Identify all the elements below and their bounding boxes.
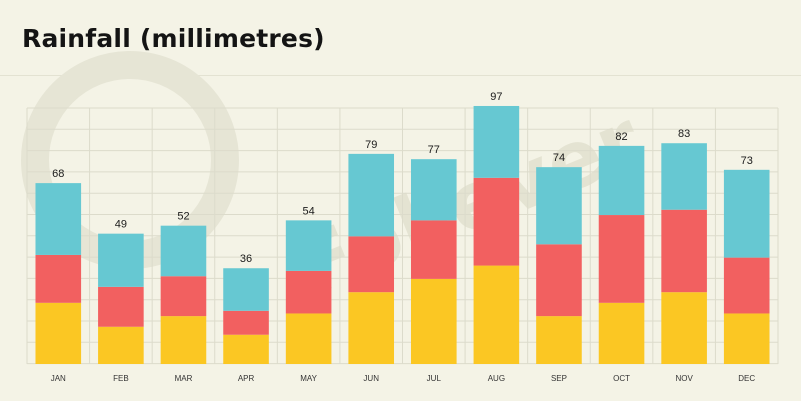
x-tick-nov: NOV <box>675 374 693 383</box>
bar-segment-dec-2 <box>723 257 770 314</box>
bar-segment-aug-2 <box>473 177 520 266</box>
bar-segment-sep-3 <box>536 167 582 245</box>
x-tick-feb: FEB <box>113 374 129 383</box>
bar-segment-jan-1 <box>35 302 82 364</box>
bar-segment-sep-2 <box>536 244 582 317</box>
bar-segment-oct-2 <box>598 215 645 303</box>
value-label-mar: 52 <box>177 211 189 223</box>
bar-segment-mar-1 <box>160 316 207 364</box>
bar-segment-apr-1 <box>223 334 269 364</box>
x-tick-jan: JAN <box>51 374 66 383</box>
bar-segment-oct-3 <box>598 145 645 216</box>
bar-segment-jun-2 <box>348 236 395 293</box>
bar-segment-may-2 <box>285 270 332 314</box>
x-tick-aug: AUG <box>488 374 505 383</box>
x-tick-sep: SEP <box>551 374 567 383</box>
bar-segment-jul-1 <box>410 278 457 364</box>
bar-segment-aug-1 <box>473 265 520 364</box>
bar-segment-oct-1 <box>598 302 645 364</box>
bar-segment-jun-3 <box>348 153 395 237</box>
bar-segment-apr-2 <box>223 310 269 335</box>
value-label-oct: 82 <box>615 131 627 143</box>
value-label-dec: 73 <box>741 155 753 167</box>
bar-segment-feb-1 <box>98 326 144 364</box>
bar-segment-jan-2 <box>35 254 82 303</box>
grid <box>26 107 779 365</box>
bar-segment-apr-3 <box>223 268 269 311</box>
value-label-aug: 97 <box>490 91 502 103</box>
value-label-apr: 36 <box>240 253 252 265</box>
bar-segment-feb-3 <box>98 233 144 287</box>
bar-segment-dec-1 <box>723 313 770 364</box>
bar-segment-feb-2 <box>98 286 144 327</box>
bar-segment-sep-1 <box>536 316 582 364</box>
value-label-nov: 83 <box>678 128 690 140</box>
value-label-jul: 77 <box>428 144 440 156</box>
value-label-sep: 74 <box>553 152 565 164</box>
bar-segment-jul-2 <box>410 220 457 279</box>
value-label-jun: 79 <box>365 139 377 151</box>
bar-segment-nov-1 <box>661 292 707 364</box>
x-tick-jun: JUN <box>363 374 379 383</box>
bar-segment-may-3 <box>285 220 332 271</box>
bar-segment-may-1 <box>285 313 332 364</box>
x-tick-apr: APR <box>238 374 255 383</box>
bar-segment-mar-2 <box>160 276 207 317</box>
bars <box>35 105 770 364</box>
title-divider <box>0 75 801 76</box>
value-label-may: 54 <box>303 205 315 217</box>
x-tick-dec: DEC <box>738 374 755 383</box>
value-labels: 68 49 52 36 54 79 77 97 74 82 83 73 <box>52 91 753 265</box>
chart-title: Rainfall (millimetres) <box>22 24 325 53</box>
bar-segment-dec-3 <box>723 169 770 258</box>
x-tick-jul: JUL <box>427 374 442 383</box>
bar-segment-mar-3 <box>160 225 207 277</box>
bar-segment-nov-3 <box>661 143 707 210</box>
x-tick-may: MAY <box>300 374 317 383</box>
x-tick-mar: MAR <box>175 374 193 383</box>
bar-segment-jan-3 <box>35 183 82 255</box>
x-tick-oct: OCT <box>613 374 630 383</box>
bar-segment-nov-2 <box>661 209 707 293</box>
value-label-feb: 49 <box>115 219 127 231</box>
watermark-text: Follever <box>283 92 653 314</box>
x-axis-ticks: JAN FEB MAR APR MAY JUN JUL AUG SEP OCT NOV DEC <box>51 374 756 383</box>
bar-segment-aug-3 <box>473 105 520 178</box>
bar-segment-jun-1 <box>348 292 395 364</box>
bar-segment-jul-3 <box>410 159 457 221</box>
value-label-jan: 68 <box>52 168 64 180</box>
